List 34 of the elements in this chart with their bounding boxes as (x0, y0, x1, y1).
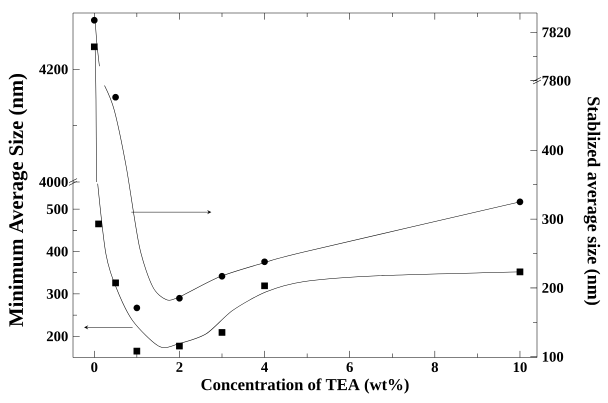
point (261, 258, 268, 266)
x-tick-label: 0 (91, 362, 98, 372)
y2-tick-label: 300 (542, 214, 564, 224)
x-tick-label: 10 (514, 362, 527, 372)
point (218, 272, 226, 280)
y-tick-label: 500 (46, 204, 68, 214)
x-axis-title: Concentration of TEA (wt%) (201, 378, 409, 394)
x-tick-label: 6 (346, 362, 353, 372)
point (134, 304, 140, 312)
point (176, 294, 183, 302)
point (218, 329, 226, 336)
y2-tick-label: 7800 (542, 76, 570, 86)
point (516, 268, 524, 276)
point (112, 94, 119, 101)
point (261, 282, 268, 290)
y2-tick-label: 7820 (542, 27, 570, 38)
y-tick-label: 200 (46, 331, 68, 342)
y2-tick-label: 400 (542, 145, 564, 156)
y2-axis-title: Stablized average size (nm) (584, 97, 600, 305)
y-axis-title: Minimum Average Size (nm) (8, 74, 28, 327)
point (134, 348, 140, 354)
y2-tick-label: 200 (542, 283, 564, 293)
y-tick-label: 300 (46, 288, 68, 299)
x-tick-label: 8 (432, 362, 438, 372)
point (112, 280, 119, 286)
y-tick-label: 4200 (39, 64, 68, 74)
x-tick-label: 4 (261, 362, 268, 372)
point (516, 198, 524, 206)
y-tick-label: 4000 (39, 177, 68, 187)
point (95, 220, 102, 228)
y2-tick-label: 100 (542, 352, 564, 362)
y-tick-label: 400 (46, 246, 68, 256)
x-tick-label: 2 (176, 362, 182, 372)
point (176, 342, 183, 350)
